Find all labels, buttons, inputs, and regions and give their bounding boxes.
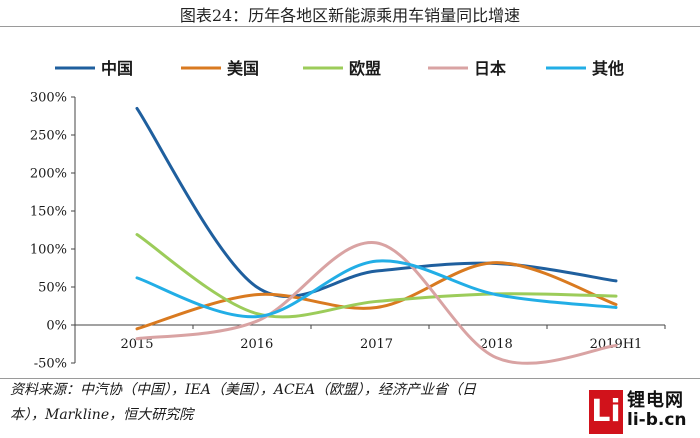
series-line-3 <box>135 233 618 319</box>
y-axis: 300% 250% 200% 150% 100% 50% 0% -50% <box>30 91 76 372</box>
series-lines <box>135 106 618 365</box>
y-tick-label: 50% <box>38 281 67 296</box>
series-line-5 <box>135 259 618 319</box>
x-tick-label: 2017 <box>360 337 393 352</box>
y-tick-label: 150% <box>30 205 67 220</box>
legend-label: 欧盟 <box>349 59 381 78</box>
line-chart: 中国 美国 欧盟 日本 其他 300% 250% 200% 150% 100% 50% 0% -50%… <box>30 59 666 372</box>
y-tick-label: 200% <box>30 167 67 182</box>
legend-label: 日本 <box>474 59 506 78</box>
x-tick-label: 2015 <box>120 337 153 352</box>
logo-badge: Li <box>589 390 623 434</box>
y-tick-label: 100% <box>30 243 67 258</box>
watermark-logo: Li 锂电网 li-b.cn <box>589 384 699 438</box>
source-divider <box>0 378 700 379</box>
series-line-2 <box>135 261 618 331</box>
series-line-1 <box>135 106 618 298</box>
logo-domain: li-b.cn <box>627 410 687 430</box>
y-tick-label: 300% <box>30 91 67 106</box>
logo-name: 锂电网 <box>627 390 684 411</box>
chart-title: 图表24：历年各地区新能源乘用车销量同比增速 <box>179 6 521 25</box>
legend-label: 中国 <box>101 59 133 78</box>
y-tick-label: -50% <box>34 357 67 372</box>
x-tick-label: 2016 <box>240 337 273 352</box>
source-note: 资料来源：中汽协（中国），IEA（美国），ACEA（欧盟），经济产业省（日本），… <box>10 382 477 423</box>
legend: 中国 美国 欧盟 日本 其他 <box>55 59 624 78</box>
x-axis: 2015 2016 2017 2018 2019H1 <box>74 324 666 352</box>
x-tick-label: 2018 <box>480 337 513 352</box>
y-tick-label: 0% <box>46 319 67 334</box>
legend-label: 其他 <box>592 59 624 78</box>
y-tick-label: 250% <box>30 129 67 144</box>
legend-label: 美国 <box>227 59 259 78</box>
series-line-4 <box>135 241 618 365</box>
title-divider <box>0 26 700 27</box>
